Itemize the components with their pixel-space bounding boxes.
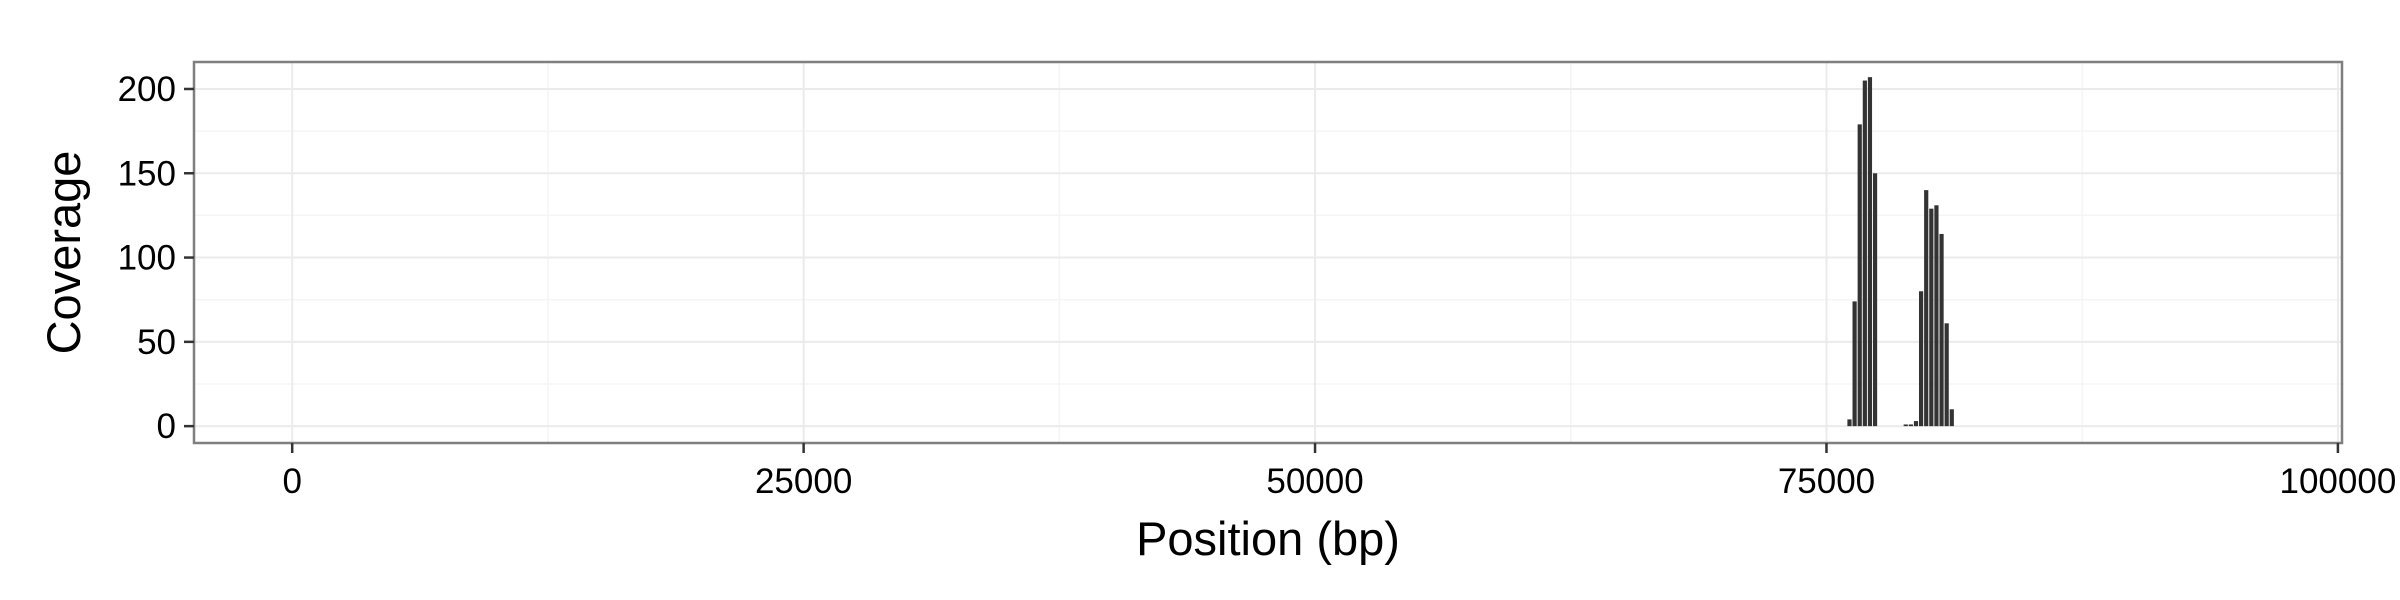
coverage-bar bbox=[1918, 291, 1924, 427]
x-tick-label: 25000 bbox=[755, 462, 852, 501]
coverage-bar bbox=[1934, 205, 1939, 427]
y-tick-label: 100 bbox=[118, 239, 176, 278]
y-tick-label: 200 bbox=[118, 70, 176, 109]
coverage-bar bbox=[1903, 424, 1908, 427]
plot-panel-border bbox=[192, 60, 2344, 445]
x-tick-label: 100000 bbox=[2280, 462, 2397, 501]
coverage-bar bbox=[1908, 424, 1913, 427]
coverage-bar bbox=[1944, 323, 1949, 427]
y-axis: 0 50 100 150 200 bbox=[118, 70, 194, 446]
coverage-bar bbox=[1929, 208, 1934, 427]
coverage-bar bbox=[1847, 419, 1852, 427]
coverage-bar bbox=[1924, 190, 1929, 427]
x-axis: 0 25000 50000 75000 100000 bbox=[282, 443, 2396, 501]
y-tick-label: 50 bbox=[137, 323, 176, 362]
y-tick-label: 150 bbox=[118, 154, 176, 193]
coverage-bar bbox=[1862, 80, 1867, 427]
y-tick-label: 0 bbox=[157, 407, 176, 446]
coverage-bar bbox=[1857, 124, 1862, 427]
y-axis-title: Coverage bbox=[37, 151, 90, 355]
coverage-bar bbox=[1852, 301, 1857, 427]
coverage-bar bbox=[1872, 173, 1878, 427]
coverage-bar bbox=[1913, 421, 1919, 427]
grid-layer bbox=[194, 62, 2342, 443]
coverage-bar bbox=[1867, 77, 1873, 427]
bars-layer bbox=[1847, 77, 1954, 427]
coverage-bar bbox=[1949, 409, 1954, 427]
coverage-bar bbox=[1939, 233, 1944, 427]
x-tick-label: 0 bbox=[282, 462, 301, 501]
x-tick-label: 75000 bbox=[1778, 462, 1875, 501]
x-axis-title: Position (bp) bbox=[1136, 512, 1400, 565]
x-tick-label: 50000 bbox=[1266, 462, 1363, 501]
